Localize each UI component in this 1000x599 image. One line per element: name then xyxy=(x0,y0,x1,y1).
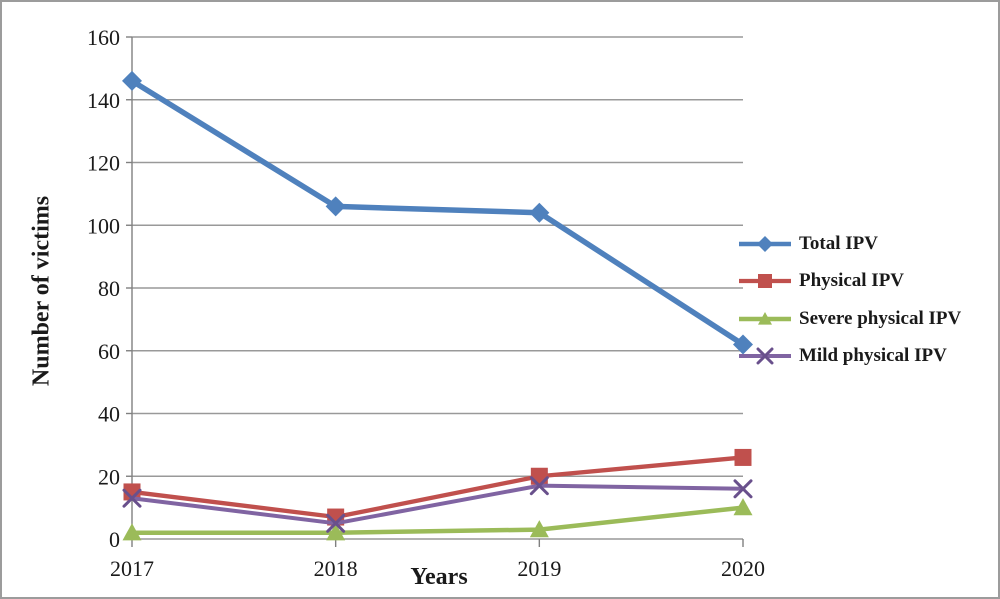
x-marker xyxy=(122,488,142,508)
y-tick-label: 100 xyxy=(87,213,120,238)
series-mild-physical-ipv xyxy=(122,476,753,533)
diamond-marker xyxy=(122,70,142,91)
diamond-marker xyxy=(733,334,753,355)
x-tick-label: 2018 xyxy=(314,556,358,581)
square-marker xyxy=(123,483,141,501)
x-marker xyxy=(326,513,346,533)
x-axis-title: Years xyxy=(410,564,468,590)
square-marker xyxy=(530,467,548,485)
x-tick-label: 2017 xyxy=(110,556,154,581)
y-axis-title: Number of victims xyxy=(28,195,55,387)
series-line-severe-physical-ipv xyxy=(132,505,744,535)
triangle-marker xyxy=(529,520,549,538)
y-tick-label: 140 xyxy=(87,88,120,113)
series-line-physical-ipv xyxy=(131,455,744,520)
y-tick-label: 120 xyxy=(87,151,120,176)
y-tick-label: 160 xyxy=(87,25,120,50)
diamond-marker xyxy=(325,196,346,217)
x-marker xyxy=(733,479,753,499)
triangle-marker xyxy=(733,498,753,516)
y-tick-label: 80 xyxy=(98,276,120,301)
y-tick-label: 60 xyxy=(98,339,120,364)
x-axis-ticks: 2017 2018 2019 2020 xyxy=(110,539,765,581)
x-tick-label: 2019 xyxy=(517,556,561,581)
triangle-marker xyxy=(122,523,142,541)
series-line-total-ipv xyxy=(130,78,745,347)
series-line-mild-physical-ipv xyxy=(131,483,744,526)
square-marker xyxy=(734,448,752,466)
y-tick-label: 0 xyxy=(109,527,120,552)
y-tick-label: 40 xyxy=(98,402,120,427)
x-marker xyxy=(529,476,549,496)
triangle-marker xyxy=(326,523,346,541)
series-total-ipv xyxy=(122,70,753,355)
diamond-marker xyxy=(529,202,550,223)
x-tick-label: 2020 xyxy=(721,556,765,581)
series-severe-physical-ipv xyxy=(122,498,753,541)
y-tick-label: 20 xyxy=(98,464,120,489)
y-gridlines: 0 20 40 60 80 100 120 140 160 xyxy=(87,25,743,552)
